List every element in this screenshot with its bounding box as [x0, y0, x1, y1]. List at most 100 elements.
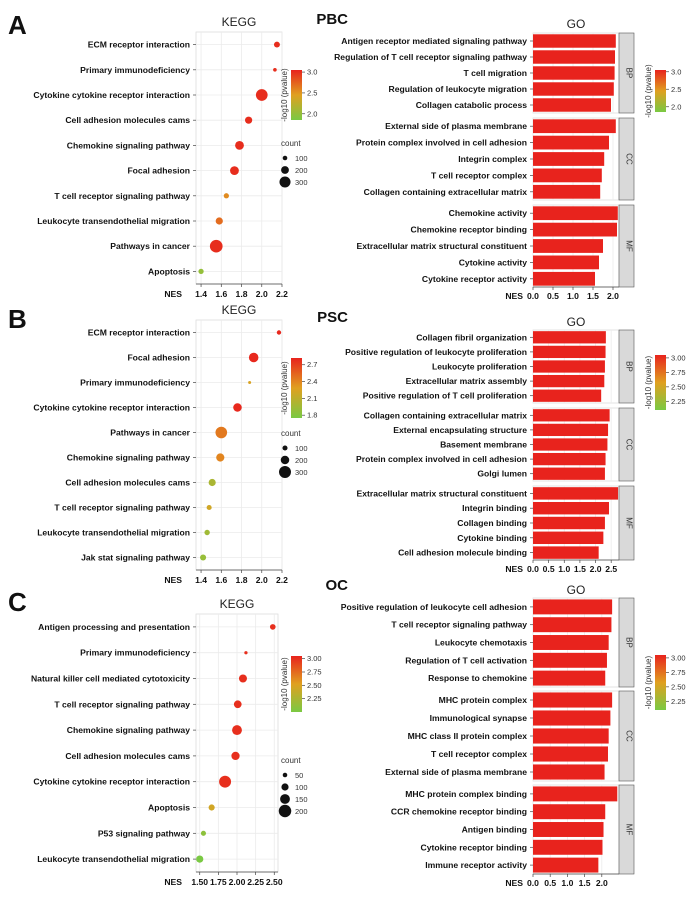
go-term-label: Extracellular matrix assembly [406, 376, 528, 386]
go-term-label: Cytokine receptor activity [422, 274, 527, 284]
colorbar [655, 355, 666, 410]
go-term-label: T cell receptor complex [431, 749, 527, 759]
colorbar-title: -log10 (pvalue) [644, 355, 653, 409]
go-bar [533, 98, 611, 112]
go-term-label: Response to chemokine [428, 673, 527, 683]
go-bar [533, 692, 613, 708]
colorbar-tick-label: 2.75 [671, 368, 686, 377]
go-bar [533, 360, 605, 373]
go-term-label: Extracellular matrix structural constitu… [357, 241, 528, 251]
go-term-label: Leukocyte proliferation [432, 362, 527, 372]
kegg-dot [244, 651, 248, 655]
kegg-category-label: Primary immunodeficiency [80, 648, 190, 658]
colorbar-tick-label: 2.25 [671, 697, 686, 706]
kegg-x-tick-label: 2.2 [276, 575, 288, 585]
kegg-x-tick-label: 1.6 [215, 575, 227, 585]
go-bar [533, 331, 606, 344]
colorbar-tick-label: 1.8 [307, 411, 317, 420]
go-bar [533, 452, 606, 466]
size-legend-dot [280, 455, 290, 465]
go-facet-strip [618, 407, 635, 482]
kegg-category-label: Chemokine signaling pathway [67, 725, 190, 735]
colorbar [291, 656, 302, 712]
colorbar-tick-label: 2.5 [671, 85, 681, 94]
go-term-label: Positive regulation of T cell proliferat… [363, 391, 527, 401]
colorbar [655, 70, 666, 112]
size-legend-label: 200 [295, 166, 308, 175]
kegg-dot [215, 217, 223, 225]
colorbar-tick-label: 2.75 [307, 668, 322, 677]
kegg-category-label: Cytokine cytokine receptor interaction [33, 403, 190, 413]
go-bar [533, 119, 616, 134]
go-facet-strip [618, 690, 635, 782]
go-term-label: CCR chemokine receptor binding [391, 807, 527, 817]
colorbar [291, 358, 302, 418]
size-legend-dot [279, 176, 291, 188]
kegg-dot [232, 725, 242, 736]
kegg-dot [231, 751, 240, 761]
go-term-label: Extracellular matrix structural constitu… [357, 488, 528, 498]
go-term-label: Collagen catabolic process [416, 100, 527, 110]
go-bar [533, 168, 602, 183]
colorbar-tick-label: 2.25 [671, 397, 686, 406]
kegg-dot [209, 239, 223, 253]
go-bar [533, 184, 601, 199]
colorbar [655, 655, 666, 710]
kegg-category-label: T cell receptor signaling pathway [54, 699, 190, 709]
go-bar [533, 66, 615, 80]
go-bar [533, 728, 609, 744]
size-legend-dot [282, 445, 288, 451]
go-x-tick-label: 2.5 [605, 564, 617, 574]
colorbar-title: -log10 (pvalue) [644, 64, 653, 118]
go-bar [533, 389, 602, 402]
kegg-x-tick-label: 1.50 [191, 877, 208, 887]
go-bar [533, 617, 612, 633]
kegg-x-tick-label: 2.50 [266, 877, 283, 887]
size-legend-dot [279, 466, 291, 478]
go-term-label: Cell adhesion molecule binding [398, 548, 527, 558]
kegg-title: KEGG [220, 597, 255, 611]
go-bar [533, 271, 595, 286]
go-group-title: PSC [317, 309, 348, 326]
kegg-category-label: Cell adhesion molecules cams [65, 478, 190, 488]
kegg-category-label: Primary immunodeficiency [80, 378, 190, 388]
go-bar [533, 409, 610, 422]
go-x-tick-label: 2.0 [590, 564, 602, 574]
go-term-label: Basement membrane [440, 440, 527, 450]
go-bar [533, 487, 619, 500]
go-term-label: Collagen containing extracellular matrix [364, 187, 528, 197]
kegg-category-label: P53 signaling pathway [98, 828, 190, 838]
colorbar-title: -log10 (pvalue) [280, 68, 289, 122]
go-term-label: Regulation of T cell receptor signaling … [334, 52, 527, 62]
kegg-x-tick-label: 1.75 [210, 877, 227, 887]
kegg-dot [233, 700, 242, 709]
go-bar [533, 546, 599, 559]
size-legend-label: 200 [295, 456, 308, 465]
kegg-category-label: Chemokine signaling pathway [67, 140, 190, 150]
size-legend-dot [281, 166, 289, 174]
go-term-label: Protein complex involved in cell adhesio… [356, 138, 527, 148]
colorbar-tick-label: 3.0 [307, 68, 317, 77]
kegg-dot [223, 193, 229, 199]
kegg-dot [248, 352, 259, 363]
kegg-x-tick-label: 2.0 [256, 289, 268, 299]
kegg-dot [255, 89, 268, 101]
go-facet-strip [618, 485, 635, 561]
go-term-label: Chemokine activity [449, 208, 528, 218]
go-term-label: T cell receptor complex [431, 170, 527, 180]
go-term-label: External encapsulating structure [393, 425, 527, 435]
kegg-category-label: Leukocyte transendothelial migration [37, 528, 190, 538]
colorbar-tick-label: 3.00 [671, 353, 686, 362]
size-legend-label: 50 [295, 771, 303, 780]
go-term-label: Integrin binding [462, 503, 527, 513]
go-title: GO [567, 17, 586, 31]
panel-letter: A [8, 10, 27, 40]
size-legend-dot [281, 783, 289, 791]
go-bar [533, 839, 603, 855]
size-legend-dot [282, 772, 288, 778]
kegg-x-label: NES [164, 575, 182, 585]
go-term-label: Immune receptor activity [425, 860, 527, 870]
go-bar [533, 746, 608, 762]
colorbar-tick-label: 2.50 [671, 382, 686, 391]
